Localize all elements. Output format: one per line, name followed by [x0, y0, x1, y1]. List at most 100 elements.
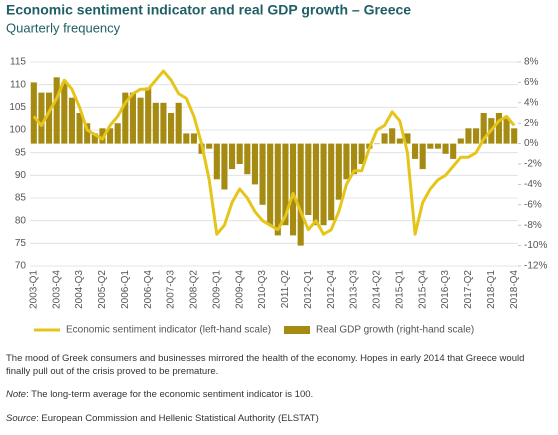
- bar: [46, 92, 53, 144]
- y-tick-label: 100: [9, 125, 26, 136]
- bar: [381, 133, 388, 144]
- bar: [404, 133, 411, 144]
- bar: [290, 143, 297, 236]
- bar: [457, 138, 464, 144]
- bar: [351, 143, 358, 175]
- x-tick-label: 2011-Q2: [280, 270, 291, 309]
- y2-tick-label: 0%: [524, 138, 539, 149]
- bar: [412, 143, 419, 159]
- bar: [396, 138, 403, 144]
- y-tick-label: 70: [15, 261, 27, 272]
- bar: [91, 133, 98, 144]
- bar: [114, 123, 121, 144]
- x-tick-label: 2017-Q2: [463, 270, 474, 309]
- source-label: Source: [6, 413, 37, 424]
- chart: Economic sentiment indicator and real GD…: [6, 2, 547, 336]
- bar: [229, 143, 236, 170]
- y2-tick-label: -8%: [524, 220, 542, 231]
- x-tick-label: 2004-Q3: [74, 270, 85, 309]
- bar: [152, 102, 159, 144]
- bar: [236, 143, 243, 164]
- bar: [61, 82, 68, 144]
- bar: [107, 128, 114, 144]
- paragraph: The mood of Greek consumers and business…: [6, 353, 525, 377]
- note: Note: The long-term average for the econ…: [6, 388, 551, 401]
- bar: [122, 92, 129, 144]
- y-tick-label: 85: [15, 193, 27, 204]
- y2-tick-label: 2%: [524, 118, 539, 129]
- legend-label: Real GDP growth (right-hand scale): [316, 325, 474, 336]
- source-text: : European Commission and Hellenic Stati…: [36, 413, 319, 424]
- bar: [244, 143, 251, 175]
- bar: [434, 143, 441, 149]
- bar: [328, 143, 335, 221]
- bar: [160, 102, 167, 144]
- y2-tick-label: -4%: [524, 179, 542, 190]
- bar: [99, 128, 106, 144]
- legend-swatch: [284, 326, 310, 334]
- bar: [465, 128, 472, 144]
- x-tick-label: 2018-Q1: [486, 270, 497, 309]
- note-text: : The long-term average for the economic…: [26, 389, 314, 400]
- bar: [251, 143, 258, 185]
- bar: [419, 143, 426, 170]
- y-tick-label: 75: [15, 238, 27, 249]
- y2-tick-label: 8%: [524, 57, 539, 68]
- y2-tick-label: 6%: [524, 77, 539, 88]
- bar: [511, 128, 518, 144]
- legend-label: Economic sentiment indicator (left-hand …: [66, 325, 271, 336]
- bar: [480, 113, 487, 144]
- bar: [168, 113, 175, 144]
- bar: [343, 143, 350, 180]
- x-tick-label: 2005-Q2: [97, 270, 108, 309]
- bar: [53, 77, 60, 144]
- x-tick-label: 2009-Q4: [234, 270, 245, 309]
- bar: [183, 133, 190, 144]
- y-tick-label: 105: [9, 102, 26, 113]
- bar: [145, 87, 152, 144]
- bar: [450, 143, 457, 159]
- bar: [190, 133, 197, 144]
- y-tick-label: 95: [15, 147, 27, 158]
- line: [32, 69, 516, 236]
- x-tick-label: 2018-Q4: [509, 270, 520, 309]
- x-tick-label: 2016-Q3: [440, 270, 451, 309]
- x-tick-label: 2015-Q1: [394, 270, 405, 309]
- x-tick-label: 2012-Q4: [326, 270, 337, 309]
- bar: [259, 143, 266, 205]
- x-tick-label: 2014-Q2: [372, 270, 383, 309]
- bar: [305, 143, 312, 215]
- bar: [274, 143, 281, 236]
- y-tick-label: 90: [15, 170, 27, 181]
- y2-tick-label: 4%: [524, 97, 539, 108]
- bar: [129, 92, 136, 144]
- bar: [206, 143, 213, 149]
- x-tick-label: 2006-Q1: [120, 270, 131, 309]
- y-tick-label: 110: [10, 79, 26, 90]
- bar: [68, 97, 75, 144]
- bar: [175, 102, 182, 144]
- bar: [312, 143, 319, 226]
- bar: [213, 143, 220, 180]
- y2-tick-label: -2%: [524, 159, 542, 170]
- y2-tick-label: -12%: [524, 261, 547, 272]
- bar: [389, 128, 396, 144]
- bar: [267, 143, 274, 226]
- x-tick-label: 2008-Q2: [189, 270, 200, 309]
- x-tick-label: 2007-Q3: [166, 270, 177, 309]
- bar: [473, 128, 480, 144]
- bar: [442, 143, 449, 154]
- bar: [335, 143, 342, 200]
- bar: [495, 113, 502, 144]
- bar: [30, 82, 37, 144]
- bar: [427, 143, 434, 149]
- source: Source: European Commission and Hellenic…: [6, 412, 551, 425]
- bar: [320, 143, 327, 226]
- bar: [358, 143, 365, 164]
- bar: [221, 143, 228, 190]
- x-tick-label: 2003-Q4: [51, 270, 62, 309]
- bar: [76, 113, 83, 144]
- y-tick-label: 115: [10, 57, 26, 68]
- bar: [503, 118, 510, 144]
- bar: [84, 123, 91, 144]
